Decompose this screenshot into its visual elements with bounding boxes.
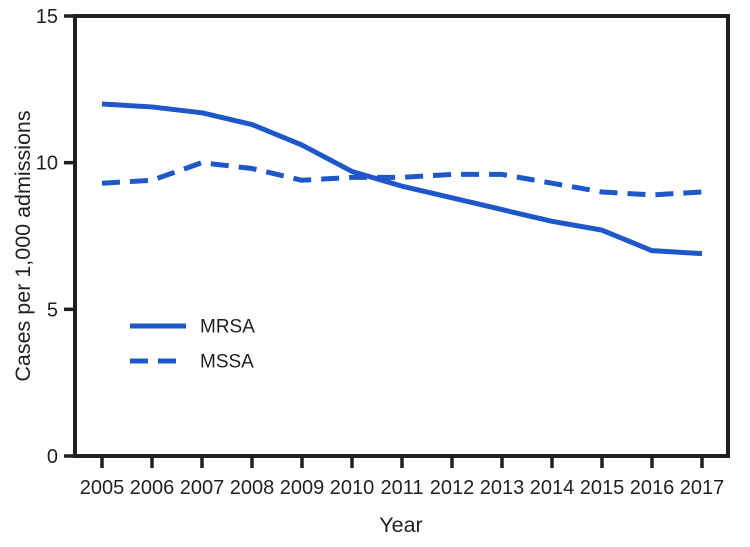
- y-axis-title: Cases per 1,000 admissions: [11, 110, 35, 381]
- x-axis-title: Year: [379, 513, 422, 537]
- x-tick-label: 2013: [480, 477, 525, 499]
- plot-border: [73, 14, 730, 458]
- x-tick-label: 2017: [680, 477, 725, 499]
- x-tick-label: 2009: [280, 477, 325, 499]
- y-tick-label: 5: [47, 299, 58, 321]
- x-tick-label: 2010: [330, 477, 375, 499]
- series-line-mrsa: [101, 101, 703, 257]
- x-tick-label: 2005: [80, 477, 125, 499]
- y-tick-label: 15: [36, 6, 58, 28]
- y-tick-label: 0: [47, 446, 58, 468]
- x-tick-label: 2014: [530, 477, 575, 499]
- series-line-mssa: [101, 160, 703, 198]
- data-series: [101, 101, 703, 257]
- legend: MRSA MSSA: [130, 317, 255, 373]
- x-tick-label: 2006: [130, 477, 175, 499]
- x-tick-label: 2008: [230, 477, 275, 499]
- x-tick-label: 2012: [430, 477, 475, 499]
- x-tick-label: 2015: [580, 477, 625, 499]
- y-tick-label: 10: [36, 153, 58, 175]
- legend-mssa-label: MSSA: [200, 352, 254, 373]
- x-tick-label: 2007: [180, 477, 225, 499]
- legend-mrsa-label: MRSA: [200, 317, 255, 338]
- x-tick-label: 2016: [630, 477, 675, 499]
- plot-box: [73, 14, 730, 458]
- x-tick-label: 2011: [380, 477, 423, 499]
